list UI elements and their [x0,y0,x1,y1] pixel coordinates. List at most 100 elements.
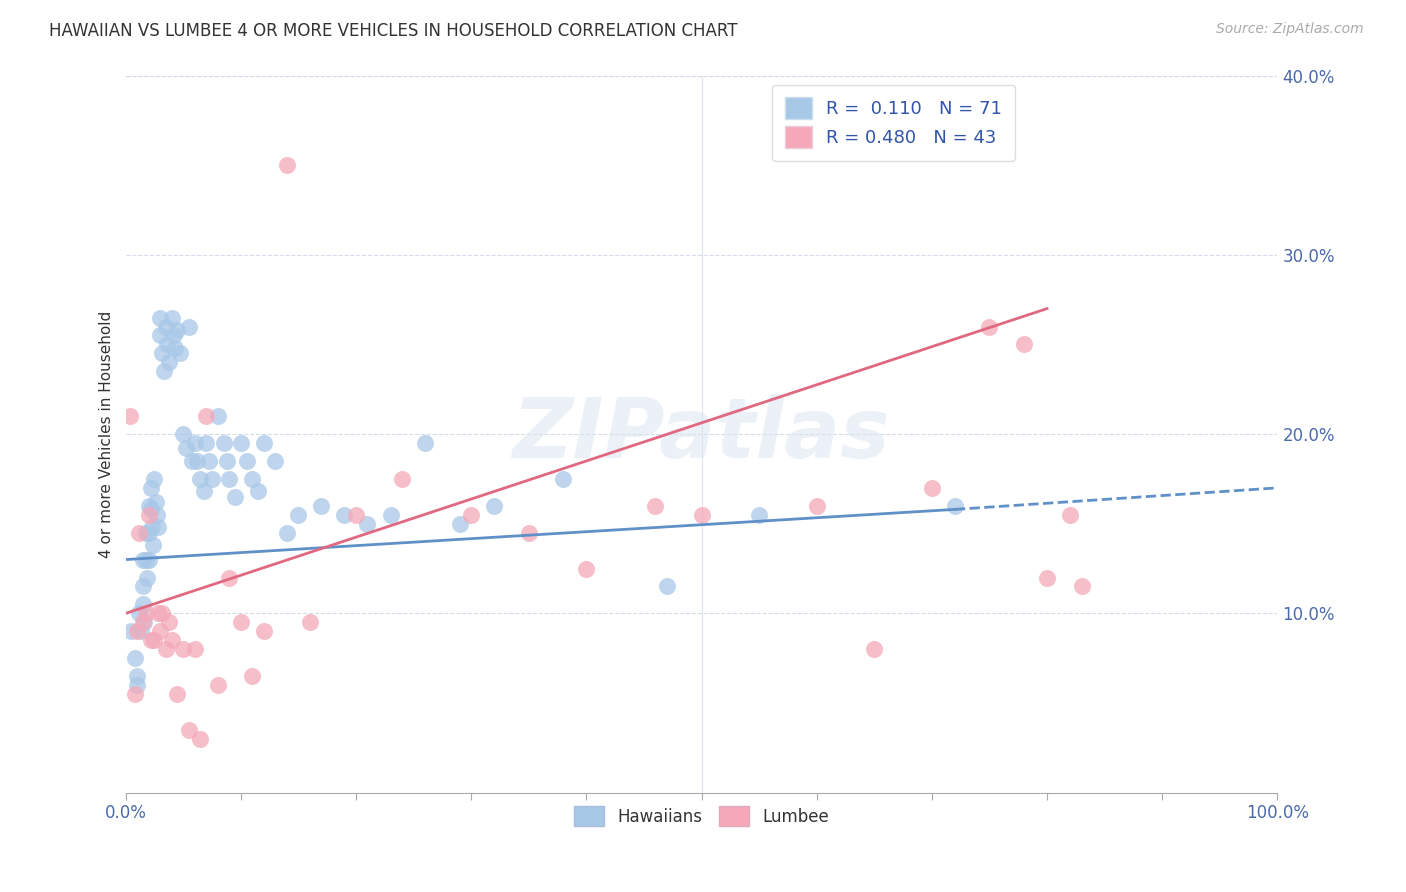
Point [553,472,575,486]
Text: Source: ZipAtlas.com: Source: ZipAtlas.com [1216,22,1364,37]
Point [141,520,163,534]
Point [218,570,240,584]
Point [748,508,770,522]
Point [152,364,174,378]
Point [128,525,150,540]
Point [380,508,402,522]
Point [138,552,160,566]
Point [253,436,276,450]
Point [298,615,321,630]
Point [157,355,180,369]
Point [413,436,436,450]
Point [1070,579,1092,593]
Point [143,633,166,648]
Point [169,346,191,360]
Point [129,624,152,639]
Point [333,508,356,522]
Point [166,687,188,701]
Point [391,472,413,486]
Point [207,409,229,424]
Point [264,454,287,468]
Point [229,436,252,450]
Point [517,525,540,540]
Point [344,508,367,522]
Y-axis label: 4 or more Vehicles in Household: 4 or more Vehicles in Household [100,310,114,558]
Point [235,454,257,468]
Point [183,642,205,657]
Point [311,499,333,513]
Point [124,687,146,701]
Point [138,499,160,513]
Point [190,731,212,746]
Point [145,495,167,509]
Point [195,436,218,450]
Point [201,472,224,486]
Point [152,346,174,360]
Point [215,454,238,468]
Point [212,436,235,450]
Text: ZIPatlas: ZIPatlas [513,393,890,475]
Point [690,508,713,522]
Point [979,319,1001,334]
Legend: Hawaiians, Lumbee: Hawaiians, Lumbee [565,797,838,835]
Point [193,484,215,499]
Point [145,508,167,522]
Point [240,472,263,486]
Point [172,427,194,442]
Point [149,328,172,343]
Point [132,615,155,630]
Point [181,454,204,468]
Point [127,669,149,683]
Point [186,454,208,468]
Point [163,328,186,343]
Point [806,499,828,513]
Point [142,538,165,552]
Point [575,561,598,575]
Point [149,310,172,325]
Point [183,436,205,450]
Point [1036,570,1059,584]
Point [135,552,157,566]
Point [149,624,172,639]
Point [177,723,200,737]
Point [356,516,378,531]
Point [943,499,966,513]
Point [124,651,146,665]
Point [195,409,218,424]
Point [132,598,155,612]
Point [253,624,276,639]
Point [276,158,298,172]
Point [157,615,180,630]
Point [156,337,179,351]
Point [287,508,309,522]
Point [655,579,678,593]
Point [136,570,159,584]
Point [240,669,263,683]
Point [120,624,142,639]
Point [224,490,246,504]
Point [174,442,197,456]
Point [139,481,162,495]
Point [138,525,160,540]
Point [143,472,166,486]
Point [1012,337,1035,351]
Point [132,579,155,593]
Point [166,323,188,337]
Point [139,633,162,648]
Point [449,516,471,531]
Point [160,310,183,325]
Point [135,607,157,621]
Point [172,642,194,657]
Point [155,319,177,334]
Point [127,678,149,692]
Point [644,499,666,513]
Point [1059,508,1081,522]
Point [160,633,183,648]
Point [921,481,943,495]
Point [177,319,200,334]
Point [276,525,298,540]
Point [155,642,177,657]
Point [190,472,212,486]
Point [863,642,886,657]
Point [146,607,169,621]
